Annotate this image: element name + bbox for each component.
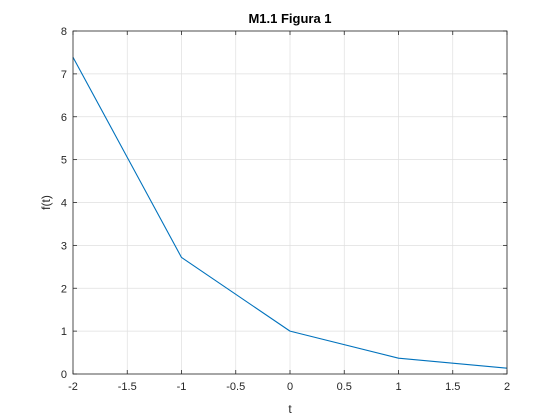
y-tick-label: 4 [61, 198, 67, 210]
y-tick-label: 0 [61, 369, 67, 381]
x-tick-label: 1.5 [445, 381, 460, 393]
y-tick-label: 7 [61, 69, 67, 81]
y-axis-label: f(t) [39, 195, 53, 210]
x-tick-label: 1 [395, 381, 401, 393]
x-tick-label: -0.5 [226, 381, 245, 393]
x-tick-label: -1.5 [118, 381, 137, 393]
series-line [72, 56, 508, 369]
y-tick-labels: 0 1 2 3 4 5 6 7 8 [61, 26, 67, 381]
x-tick-label: 0 [287, 381, 293, 393]
y-tick-label: 6 [61, 112, 67, 124]
series-group [72, 56, 508, 369]
y-tick-label: 5 [61, 155, 67, 167]
x-tick-label: 2 [504, 381, 510, 393]
x-tick-label: -2 [68, 381, 78, 393]
y-tick-label: 1 [61, 326, 67, 338]
tick-marks [72, 30, 508, 375]
x-tick-label: 0.5 [337, 381, 352, 393]
chart-title: M1.1 Figura 1 [248, 11, 331, 26]
y-tick-label: 8 [61, 26, 67, 38]
y-tick-label: 2 [61, 283, 67, 295]
x-tick-labels: -2 -1.5 -1 -0.5 0 0.5 1 1.5 2 [68, 381, 510, 393]
x-axis-label: t [288, 402, 292, 416]
y-tick-label: 3 [61, 240, 67, 252]
x-tick-label: -1 [177, 381, 187, 393]
